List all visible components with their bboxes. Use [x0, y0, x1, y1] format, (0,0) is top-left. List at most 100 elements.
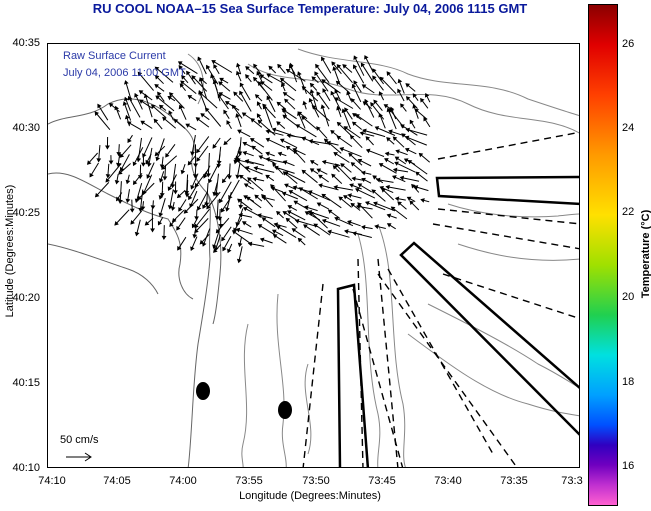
current-vector-head	[282, 114, 288, 120]
current-vector-head	[168, 110, 173, 115]
current-vector-head	[346, 90, 351, 96]
current-vector-head	[276, 225, 281, 230]
current-vector-head	[213, 64, 218, 69]
current-vector-head	[315, 63, 320, 69]
current-vector-head	[272, 162, 277, 167]
current-vector-head	[294, 218, 300, 224]
current-vector-head	[360, 62, 366, 68]
current-vector-head	[352, 231, 357, 237]
current-vector-head	[316, 202, 322, 207]
current-vector-head	[119, 153, 125, 158]
current-vector-head	[301, 115, 306, 121]
current-vector-head	[242, 141, 248, 147]
current-vector	[334, 186, 354, 191]
current-vector	[370, 102, 385, 120]
current-vector	[316, 91, 330, 110]
current-vector-head	[364, 55, 369, 60]
current-vector	[215, 173, 219, 196]
current-vector-head	[154, 74, 160, 80]
current-vector-head	[202, 204, 207, 210]
current-vector	[336, 64, 353, 84]
current-vector-head	[155, 95, 161, 100]
current-vector	[400, 176, 420, 182]
current-vector	[284, 171, 306, 183]
current-vector-head	[233, 91, 238, 97]
current-vector-head	[224, 101, 230, 106]
current-vector-head	[280, 82, 286, 88]
current-vector	[213, 225, 222, 249]
current-vector	[144, 94, 153, 118]
current-vector-head	[331, 61, 336, 66]
current-vector	[137, 182, 155, 200]
current-vector-head	[125, 198, 131, 204]
current-vector-head	[114, 105, 120, 111]
current-vector-head	[216, 160, 222, 165]
current-vector-head	[137, 195, 142, 201]
current-vector-head	[311, 105, 317, 110]
current-vector-head	[122, 101, 128, 106]
current-vector-head	[293, 149, 298, 155]
current-vector	[119, 181, 122, 204]
current-vector-head	[407, 159, 413, 165]
current-vector-head	[134, 231, 140, 237]
current-vector-head	[386, 137, 391, 142]
map-canvas	[48, 48, 579, 467]
current-vector-head	[180, 169, 186, 175]
current-vector-head	[116, 152, 122, 157]
current-vector-head	[266, 73, 272, 78]
current-vector-head	[333, 184, 338, 190]
current-vector-head	[265, 174, 271, 180]
current-vector-head	[304, 211, 310, 216]
current-vector-head	[192, 174, 198, 179]
box-south	[336, 283, 370, 467]
current-vector-head	[357, 202, 362, 207]
current-vector-head	[287, 205, 293, 210]
current-vector-head	[332, 66, 337, 71]
current-vector-head	[318, 183, 323, 188]
current-vector-head	[226, 120, 231, 125]
current-vector-head	[247, 177, 252, 182]
current-vector-head	[379, 185, 384, 191]
current-vector-head	[256, 70, 261, 76]
current-vector-head	[124, 114, 130, 120]
current-vector-head	[114, 180, 120, 185]
current-vector-head	[378, 91, 384, 96]
current-vector-head	[400, 124, 405, 129]
current-vector-head	[236, 62, 241, 68]
current-vector	[207, 152, 210, 177]
current-vector	[353, 64, 365, 84]
current-vector-head	[170, 206, 176, 211]
current-vector-head	[241, 221, 247, 226]
current-vector-head	[140, 206, 146, 211]
current-vector-head	[259, 237, 265, 243]
current-vector	[330, 91, 342, 111]
current-vector-head	[227, 175, 232, 180]
current-vector-head	[150, 228, 156, 233]
current-vector-head	[301, 169, 307, 175]
current-vector-head	[196, 157, 201, 162]
current-vector-head	[277, 151, 283, 157]
current-vector-head	[350, 98, 356, 103]
current-vector-head	[372, 75, 377, 81]
current-vector-head	[157, 220, 163, 226]
current-vector	[155, 66, 174, 83]
current-vector	[360, 63, 374, 82]
current-vector	[178, 61, 198, 75]
current-vector-head	[352, 64, 358, 70]
current-vector	[309, 140, 330, 145]
current-vector	[266, 138, 286, 149]
current-vector-head	[206, 173, 211, 178]
current-vector	[334, 97, 354, 109]
current-vector	[405, 136, 427, 146]
current-vector-head	[272, 234, 278, 239]
current-vector-head	[281, 191, 287, 197]
current-vector-head	[327, 229, 332, 235]
current-vector-head	[292, 185, 298, 191]
current-vector-head	[330, 90, 335, 96]
current-vector-head	[381, 188, 386, 193]
current-vector-head	[309, 168, 315, 173]
current-vector	[344, 126, 361, 139]
current-vector-head	[341, 108, 347, 114]
current-vector	[232, 230, 253, 246]
current-vector	[159, 198, 166, 217]
